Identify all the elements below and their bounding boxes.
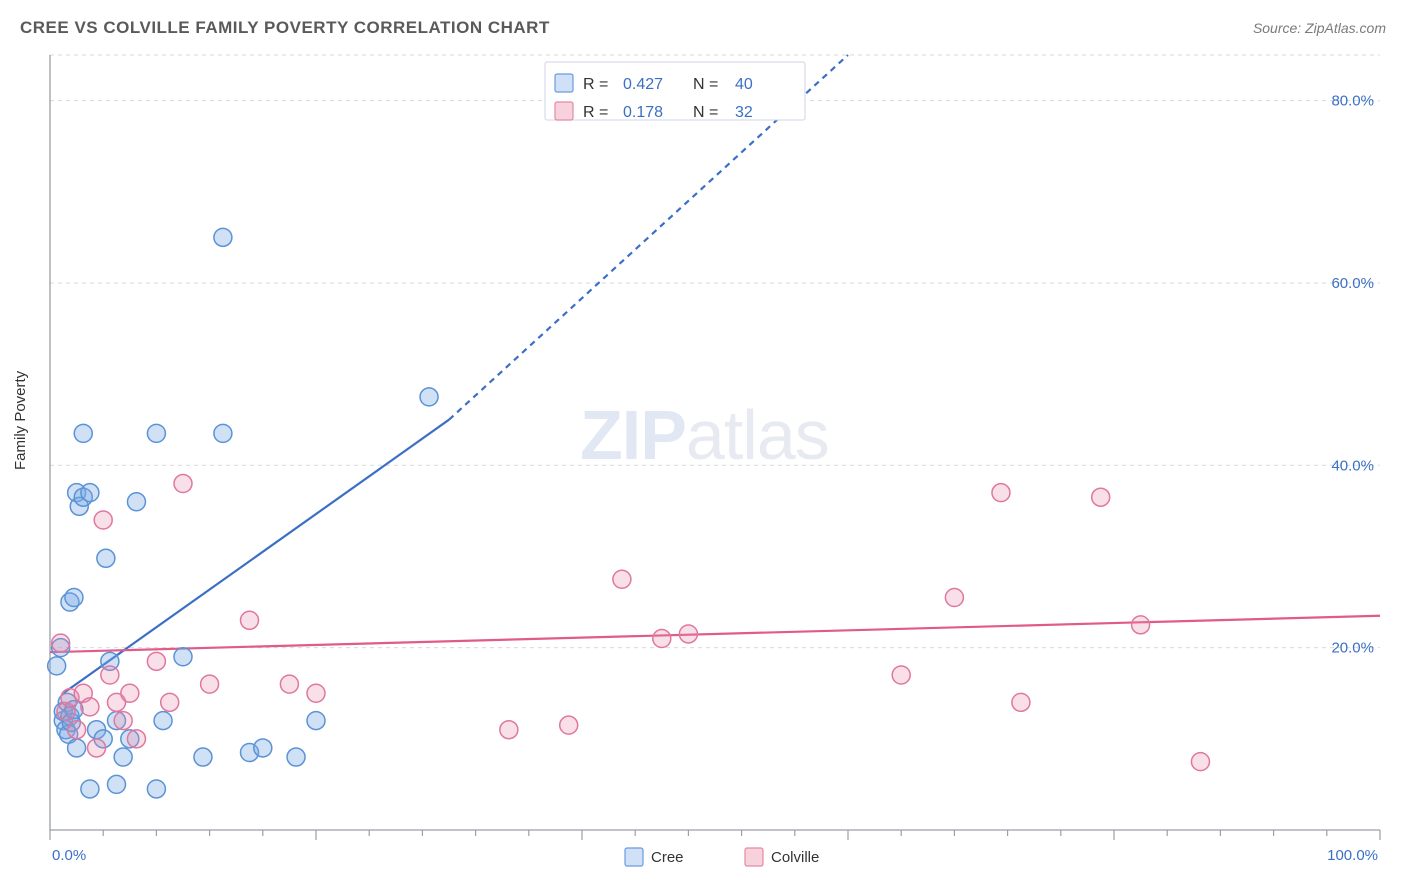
data-point [1092,488,1110,506]
scatter-chart: 20.0% 40.0% 60.0% 80.0% 0.0% 100.0% R = 0.427 N … [0,0,1406,892]
series-legend-label: Cree [651,849,684,866]
data-point [241,611,259,629]
y-tick-label: 80.0% [1331,93,1374,110]
y-tick-label: 60.0% [1331,275,1374,292]
legend-n-value: 40 [735,76,753,93]
data-point [65,589,83,607]
data-point [1132,616,1150,634]
x-tick-label: 100.0% [1327,847,1378,864]
series-legend-label: Colville [771,849,819,866]
series-legend-swatch [625,848,643,866]
data-point [68,721,86,739]
data-point [280,675,298,693]
data-point [679,625,697,643]
data-point [147,424,165,442]
data-point [81,484,99,502]
data-point [307,712,325,730]
data-point [114,748,132,766]
data-point [1012,693,1030,711]
data-point [127,493,145,511]
data-point [81,780,99,798]
data-point [653,630,671,648]
legend-swatch [555,74,573,92]
data-point [945,589,963,607]
data-point [121,684,139,702]
data-point [81,698,99,716]
data-point [892,666,910,684]
data-point [287,748,305,766]
legend-n-label: N = [693,104,718,121]
data-point [992,484,1010,502]
data-point [214,228,232,246]
data-point [194,748,212,766]
legend-swatch [555,102,573,120]
data-point [1191,753,1209,771]
data-point [101,666,119,684]
series-legend-swatch [745,848,763,866]
data-point [500,721,518,739]
y-tick-label: 40.0% [1331,457,1374,474]
data-point [88,739,106,757]
data-point [161,693,179,711]
legend-r-label: R = [583,104,608,121]
legend-n-value: 32 [735,104,753,121]
data-point [174,648,192,666]
data-point [613,570,631,588]
y-tick-label: 20.0% [1331,640,1374,657]
data-point [154,712,172,730]
chart-container: CREE VS COLVILLE FAMILY POVERTY CORRELAT… [0,0,1406,892]
data-point [114,712,132,730]
data-point [560,716,578,734]
data-point [147,780,165,798]
data-point [48,657,66,675]
data-point [174,475,192,493]
data-point [68,739,86,757]
x-tick-label: 0.0% [52,847,86,864]
legend-r-value: 0.178 [623,104,663,121]
trend-line [63,420,449,694]
data-point [420,388,438,406]
data-point [201,675,219,693]
data-point [307,684,325,702]
legend-r-label: R = [583,76,608,93]
data-point [94,511,112,529]
data-point [108,775,126,793]
data-point [254,739,272,757]
legend-n-label: N = [693,76,718,93]
data-point [214,424,232,442]
data-point [127,730,145,748]
data-point [97,549,115,567]
legend-r-value: 0.427 [623,76,663,93]
data-point [74,424,92,442]
data-point [52,634,70,652]
data-point [147,652,165,670]
